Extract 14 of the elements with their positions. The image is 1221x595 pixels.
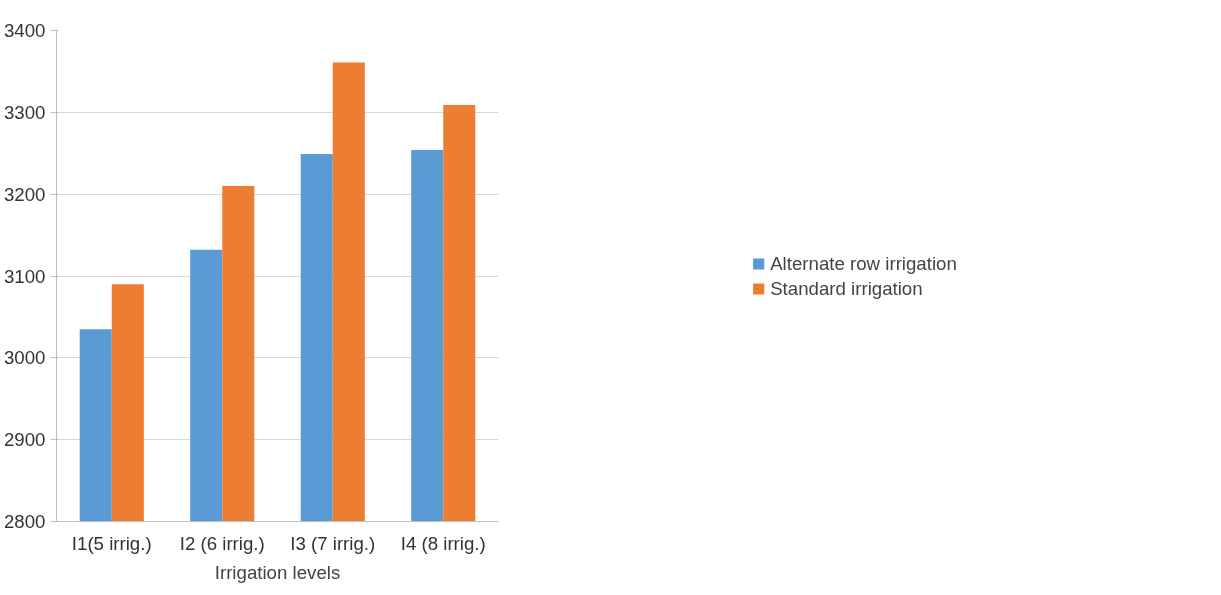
legend-label: Alternate row irrigation (770, 252, 957, 274)
y-tick-label: 2900 (4, 429, 46, 451)
y-tick-label: 3100 (4, 265, 46, 287)
y-tick-label: 2800 (4, 511, 46, 532)
y-tick-label: 3300 (4, 101, 46, 123)
x-tick-label: I1(5 irrig.) (71, 532, 152, 554)
y-tick-label: 3200 (4, 183, 46, 205)
y-tick-label: 3400 (4, 20, 46, 41)
x-tick-label: I3 (7 irrig.) (290, 532, 376, 554)
x-axis-title: Irrigation levels (214, 561, 341, 583)
legend-label: Standard irrigation (770, 277, 923, 299)
x-tick-label: I2 (6 irrig.) (179, 532, 265, 554)
x-tick-label: I4 (8 irrig.) (400, 532, 486, 554)
y-tick-label: 3000 (4, 347, 46, 369)
